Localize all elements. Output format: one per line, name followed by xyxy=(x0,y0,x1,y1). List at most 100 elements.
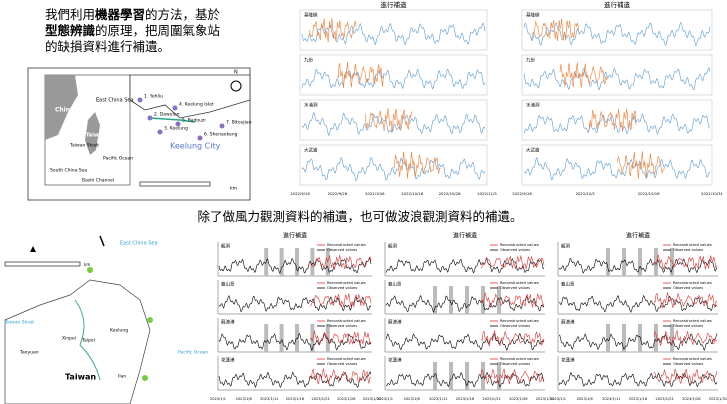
gap-band xyxy=(433,286,437,314)
date-label: 2023/1/31 xyxy=(536,397,554,401)
series-observed xyxy=(385,371,545,388)
gap-band xyxy=(295,324,299,352)
series-observed xyxy=(301,22,486,46)
legend-text: Reconstructed values xyxy=(673,357,712,361)
series-observed xyxy=(523,113,711,135)
date-label: 2023/1/1 xyxy=(550,397,566,401)
label: China xyxy=(55,107,74,114)
gap-band xyxy=(622,248,626,276)
panel-title: 進行補遺 xyxy=(604,0,631,9)
date-label: 2023/1/11 xyxy=(429,397,447,401)
series-observed xyxy=(385,295,545,313)
intro: 我們利用機器學習的方法，基於 型態辨識的原理，把周圍氣象站 的缺損資料進行補遺。 xyxy=(45,7,221,54)
gap-band xyxy=(606,324,610,352)
gap-band xyxy=(638,248,642,276)
series-reconstructed xyxy=(310,255,372,270)
legend-text: Observed values xyxy=(673,248,703,252)
subplot-label: 龍洞 xyxy=(388,243,397,250)
date-label: 2022/10/26 xyxy=(439,191,461,196)
legend-text: Reconstructed values xyxy=(327,357,366,361)
gap-band xyxy=(310,324,315,352)
island xyxy=(87,267,93,273)
date-label: 2023/1/31 xyxy=(363,397,381,401)
legend-text: Reconstructed values xyxy=(673,319,712,323)
label: Taiwan xyxy=(86,133,106,139)
series-observed xyxy=(558,294,718,313)
subplot-frame xyxy=(521,54,713,96)
gap-band xyxy=(465,362,469,390)
t: 的方法，基於 xyxy=(145,7,221,22)
series-reconstructed xyxy=(310,330,372,346)
series-reconstructed xyxy=(653,254,718,270)
gap-band xyxy=(449,286,453,314)
date-label: 2023/1/1 xyxy=(377,397,393,401)
series-observed xyxy=(558,371,718,388)
date-label: 2022/11/5 xyxy=(477,191,497,196)
gap-band xyxy=(638,324,642,352)
label: N xyxy=(234,70,238,76)
legend-text: Observed values xyxy=(673,324,703,328)
gap-band xyxy=(654,324,658,352)
series-reconstructed xyxy=(653,292,718,309)
gap-band xyxy=(465,286,469,314)
gap-band xyxy=(295,248,299,276)
gap-band xyxy=(264,324,269,352)
subplot-label: 水湳洞 xyxy=(526,102,540,109)
gap-band xyxy=(481,286,485,314)
date-label: 2023/1/6 xyxy=(404,397,421,401)
subplot-label: 基隆嶼 xyxy=(304,12,318,19)
label: Taiwan Strait xyxy=(69,143,99,149)
gap-band xyxy=(279,324,284,352)
date-label: 2023/1/16 xyxy=(286,397,305,401)
label: Pacific Ocean xyxy=(103,156,133,162)
station-label: 1. Yehliu xyxy=(144,94,163,100)
scale xyxy=(4,261,81,267)
station xyxy=(175,121,181,127)
series-observed xyxy=(558,257,718,274)
series-observed xyxy=(385,258,544,274)
intro-line: 我們利用機器學習的方法，基於 xyxy=(45,7,221,22)
label: Xinpei xyxy=(62,336,76,342)
series-reconstructed xyxy=(310,368,372,385)
series-filled xyxy=(588,108,637,132)
label: East China Sea xyxy=(120,241,158,247)
route xyxy=(149,117,196,123)
subplot-label: 大武崙 xyxy=(526,147,540,154)
panel-title: 進行補遺 xyxy=(381,0,408,9)
compass xyxy=(30,246,36,252)
label: Taiwan Strait xyxy=(4,320,34,326)
station-label: 2. Dawulun xyxy=(154,112,180,118)
station xyxy=(172,105,178,111)
date-label: 2023/1/21 xyxy=(655,397,673,401)
legend-text: Reconstructed values xyxy=(327,281,366,285)
coast xyxy=(4,279,151,404)
compass xyxy=(230,80,242,92)
series-observed xyxy=(301,156,486,182)
series-filled xyxy=(337,61,385,88)
label: km xyxy=(230,186,237,192)
subplot-label: 花蓮港 xyxy=(388,357,402,364)
label: South China Sea xyxy=(50,168,87,174)
series-filled xyxy=(309,17,357,43)
date-label: 2023/1/31 xyxy=(709,397,727,401)
cursor xyxy=(99,235,105,247)
map-2: East China Sea Taiwan Strait Pacific Oce… xyxy=(4,235,208,404)
subplot-frame xyxy=(521,144,713,186)
legend-text: Reconstructed values xyxy=(327,319,366,323)
series-observed xyxy=(218,371,372,388)
legend-text: Observed values xyxy=(327,286,357,290)
legend-text: Reconstructed values xyxy=(500,357,539,361)
station xyxy=(147,115,153,121)
station-label: 5. Badouzi xyxy=(182,118,206,124)
gap-band xyxy=(606,248,610,276)
date-label: 2022/10/16 xyxy=(401,191,423,196)
intro-line: 型態辨識的原理，把周圍氣象站 xyxy=(45,23,220,38)
subplot-label: 基隆嶼 xyxy=(526,12,540,19)
series-filled xyxy=(393,151,441,179)
stations: 1. Yehliu 2. Dawulun 3. Keelung 4. Keelung … xyxy=(137,94,252,141)
date-label: 2023/1/26 xyxy=(682,397,701,401)
middle-text: 除了做風力觀測資料的補遺，也可做波浪觀測資料的補遺。 xyxy=(197,209,522,224)
t: 型態辨識 xyxy=(45,23,96,38)
